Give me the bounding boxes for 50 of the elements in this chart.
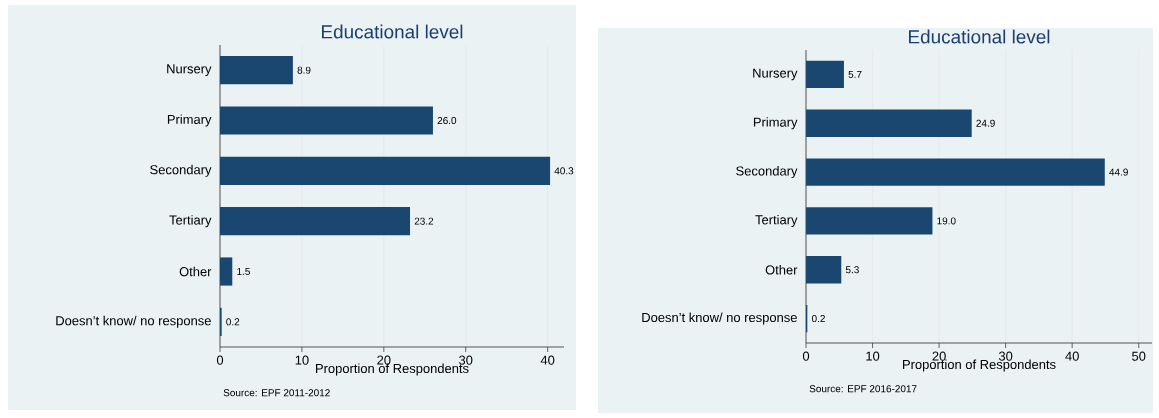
source-note: Source: EPF 2016-2017 xyxy=(809,385,917,393)
y-tick-label: Nursery xyxy=(167,64,212,76)
data-label: 1.5 xyxy=(237,268,250,275)
bar xyxy=(806,158,1105,186)
data-label: 8.9 xyxy=(297,66,311,74)
x-tick-label: 40 xyxy=(540,355,555,365)
bar xyxy=(220,156,551,185)
chart-title: Educational level xyxy=(322,24,463,39)
data-label: 5.3 xyxy=(845,266,859,274)
data-label: 0.2 xyxy=(226,318,240,326)
y-tick-label: Other xyxy=(179,266,212,277)
bar xyxy=(806,109,972,137)
data-label: 44.9 xyxy=(1109,168,1128,176)
y-tick-label: Nursery xyxy=(753,68,798,81)
x-tick-label: 20 xyxy=(377,355,391,365)
bar xyxy=(806,207,933,235)
x-axis-title: Proportion of Respondents xyxy=(903,359,1056,372)
y-tick-label: Other xyxy=(765,264,798,275)
y-tick-label: Secondary xyxy=(736,166,798,179)
data-label: 23.2 xyxy=(414,217,434,225)
bar xyxy=(220,257,233,286)
y-tick-label: Tertiary xyxy=(755,214,798,227)
x-tick-label: 0 xyxy=(802,351,810,361)
bar xyxy=(806,256,842,284)
y-tick-label: Secondary xyxy=(150,164,212,177)
x-tick-label: 40 xyxy=(1065,351,1079,361)
x-tick-label: 10 xyxy=(295,355,309,365)
data-label: 5.7 xyxy=(848,70,862,78)
x-tick-label: 50 xyxy=(1132,351,1146,361)
y-tick-label: Tertiary xyxy=(169,215,212,228)
bar xyxy=(806,60,844,89)
data-label: 24.9 xyxy=(976,119,995,127)
bar xyxy=(220,56,293,85)
bar xyxy=(220,207,411,236)
y-tick-label: Primary xyxy=(753,117,798,130)
x-tick-label: 0 xyxy=(216,355,224,365)
chart-title: Educational level xyxy=(909,29,1050,44)
y-tick-label: Primary xyxy=(167,114,212,127)
data-label: 26.0 xyxy=(437,116,457,125)
data-label: 19.0 xyxy=(937,217,956,225)
source-note: Source: EPF 2011-2012 xyxy=(223,389,330,397)
y-tick-label: Doesn’t know/ no response xyxy=(56,315,211,328)
x-tick-label: 10 xyxy=(866,351,880,361)
x-tick-label: 30 xyxy=(998,351,1013,361)
x-tick-label: 30 xyxy=(459,355,473,365)
bar xyxy=(220,106,433,135)
data-label: 0.2 xyxy=(811,315,825,323)
y-tick-label: Doesn’t know/ no response xyxy=(642,312,797,325)
data-label: 40.3 xyxy=(554,167,574,175)
x-tick-label: 20 xyxy=(932,351,946,361)
